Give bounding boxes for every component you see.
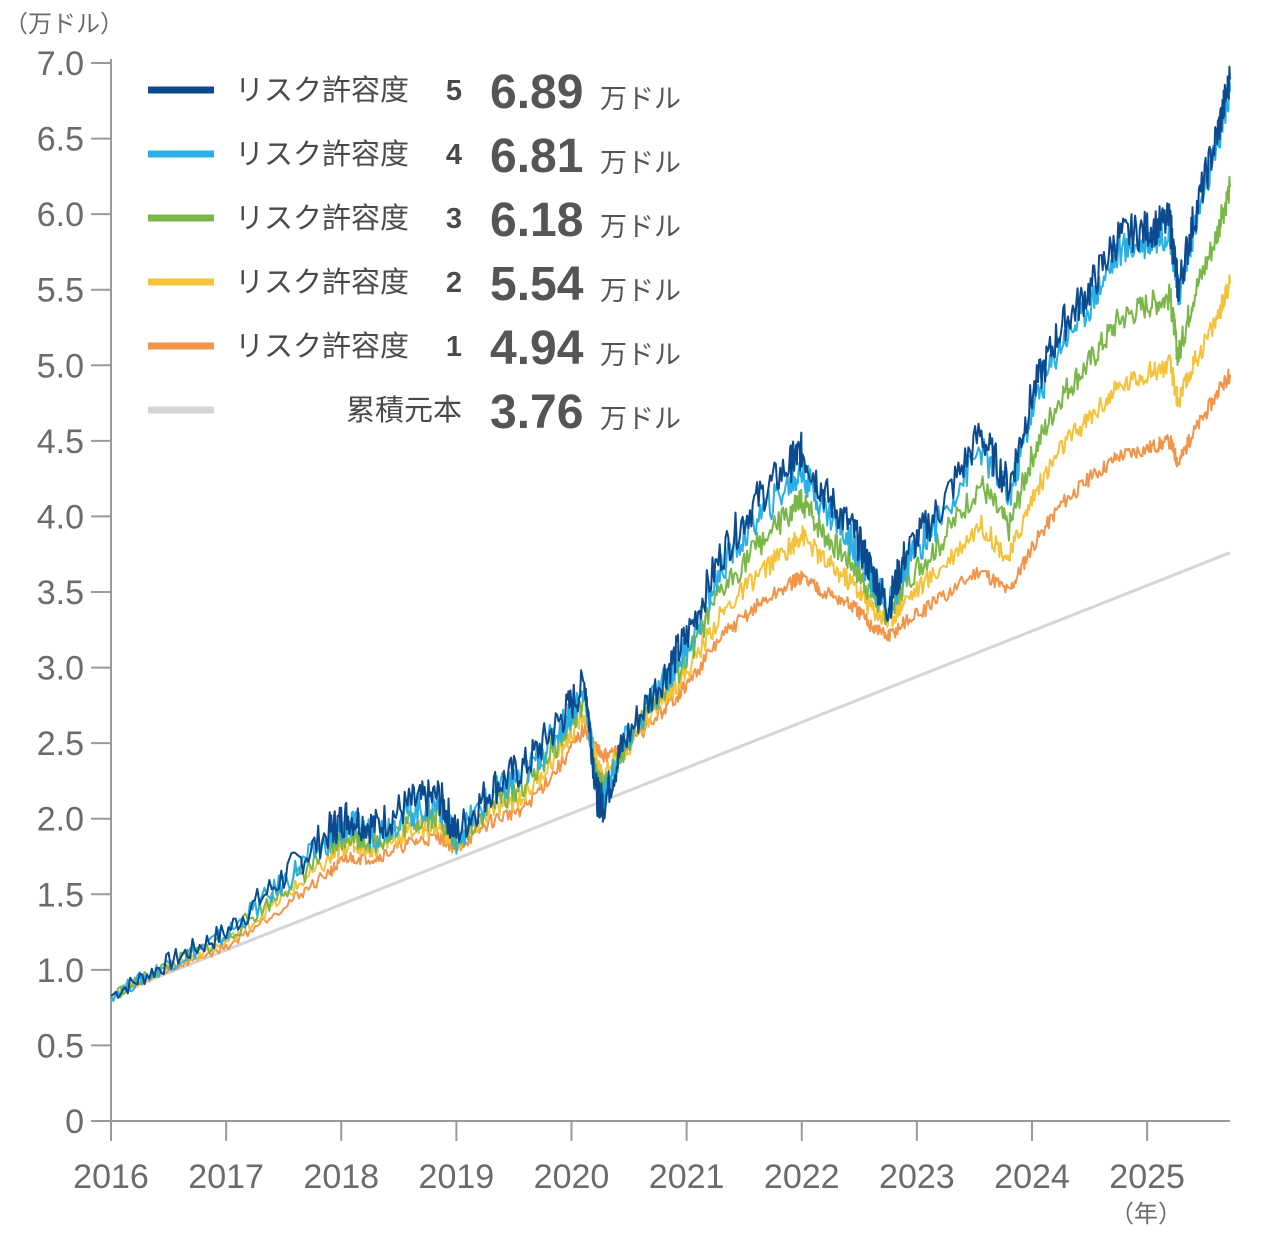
legend-final-value: 5.54	[490, 258, 584, 311]
x-tick-label: 2024	[994, 1158, 1070, 1196]
x-axis-unit: （年）	[1110, 1200, 1182, 1228]
legend-level: 3	[446, 203, 462, 235]
legend-level: 4	[446, 139, 462, 171]
x-tick-label: 2022	[764, 1158, 840, 1196]
y-tick-label: 6.5	[37, 121, 84, 159]
y-tick-label: 0.5	[37, 1027, 84, 1065]
legend-level: 5	[446, 75, 462, 107]
legend-name: リスク許容度	[235, 73, 409, 107]
series-lines	[110, 65, 1231, 1003]
legend-value-unit: 万ドル	[600, 404, 681, 435]
y-tick-label: 1.0	[37, 952, 84, 990]
legend-final-value: 3.76	[490, 386, 583, 439]
legend-final-value: 6.81	[490, 130, 583, 183]
y-axis-unit: （万ドル）	[4, 10, 124, 38]
series-line-5	[110, 65, 1231, 999]
x-tick-label: 2018	[303, 1158, 379, 1196]
y-tick-label: 3.0	[37, 650, 84, 688]
y-tick-label: 3.5	[37, 574, 84, 612]
legend-final-value: 4.94	[490, 322, 584, 375]
x-tick-label: 2017	[188, 1158, 264, 1196]
y-tick-label: 7.0	[37, 45, 84, 83]
legend-name: 累積元本	[346, 393, 462, 427]
legend-value-unit: 万ドル	[600, 340, 681, 371]
y-tick-label: 4.5	[37, 423, 84, 461]
legend-name: リスク許容度	[235, 265, 409, 299]
x-tick-label: 2020	[534, 1158, 610, 1196]
legend-value-unit: 万ドル	[600, 148, 681, 179]
series-line-principal	[110, 551, 1231, 997]
x-tick-label: 2023	[879, 1158, 955, 1196]
y-tick-label: 2.0	[37, 801, 84, 839]
legend-value-unit: 万ドル	[600, 212, 681, 243]
legend-value-unit: 万ドル	[600, 84, 681, 115]
legend-name: リスク許容度	[235, 329, 409, 363]
x-tick-label: 2021	[649, 1158, 725, 1196]
y-axis: 0 0.5 1.0 1.5 2.0 2.5 3.0 3.5 4.0 4.5 5.0 5.5 6.0 6.5…	[37, 45, 112, 1141]
x-tick-label: 2025	[1109, 1158, 1185, 1196]
legend-name: リスク許容度	[235, 137, 409, 171]
x-tick-label: 2016	[73, 1158, 149, 1196]
y-tick-label: 6.0	[37, 196, 84, 234]
y-tick-label: 5.5	[37, 272, 84, 310]
y-tick-label: 5.0	[37, 347, 84, 385]
legend-level: 2	[446, 267, 462, 299]
legend-value-unit: 万ドル	[600, 276, 681, 307]
legend-final-value: 6.89	[490, 66, 583, 119]
y-tick-label: 1.5	[37, 876, 84, 914]
legend-final-value: 6.18	[490, 194, 583, 247]
x-axis: 2016 2017 2018 2019 2020 2021 2022 2023 2024 2025	[73, 1120, 1230, 1196]
y-tick-label: 0	[65, 1103, 84, 1141]
legend-level: 1	[446, 331, 462, 363]
x-tick-label: 2019	[419, 1158, 495, 1196]
legend-name: リスク許容度	[235, 201, 409, 235]
y-tick-label: 4.0	[37, 498, 84, 536]
y-tick-label: 2.5	[37, 725, 84, 763]
